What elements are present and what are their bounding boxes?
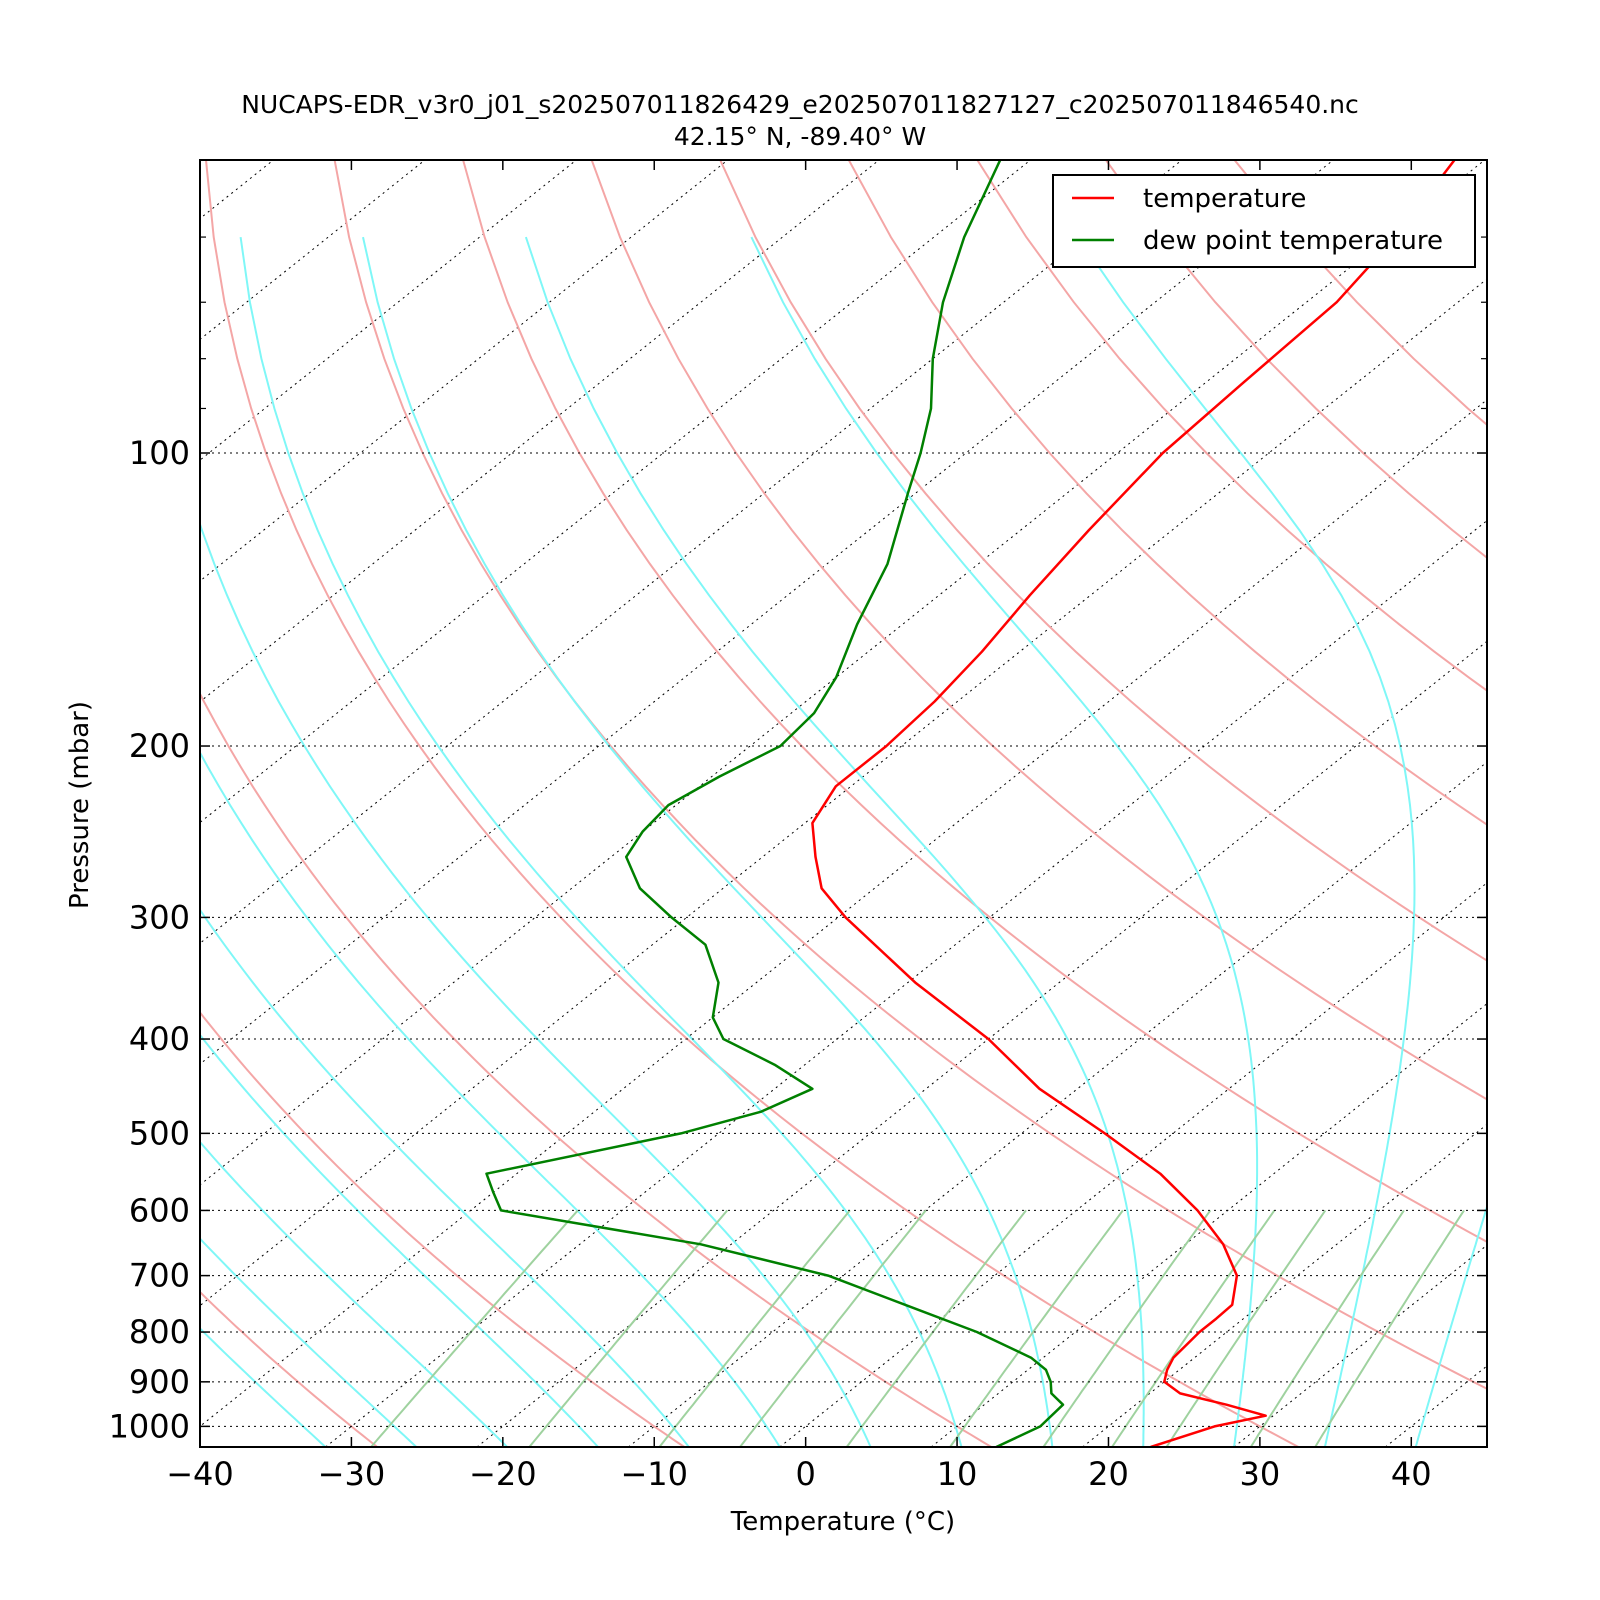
y-tick-label: 300 (129, 898, 190, 936)
moist-adiabat (1077, 236, 1416, 1447)
y-tick-label: 900 (129, 1363, 190, 1401)
mixing-ratio-line (658, 1209, 851, 1447)
moist-adiabat (200, 1327, 327, 1447)
moist-adiabat (524, 236, 1145, 1447)
moist-adiabat (200, 750, 781, 1447)
mixing-ratio-line (845, 1209, 1027, 1447)
legend-box (1052, 174, 1476, 268)
x-tick-label: 20 (1088, 1455, 1129, 1493)
moist-adiabat (750, 236, 1259, 1447)
x-tick-label: −20 (469, 1455, 537, 1493)
y-tick-label: 1000 (109, 1407, 190, 1445)
dry-adiabat (462, 160, 1487, 1243)
moist-adiabat (239, 236, 963, 1447)
moist-adiabat (200, 1140, 508, 1447)
isotherm-line (200, 160, 880, 703)
dry-adiabat (590, 160, 1487, 1101)
dry-adiabat (976, 160, 1487, 692)
moist-adiabat (200, 521, 872, 1447)
dry-adiabat (200, 1290, 378, 1447)
background-lines (200, 160, 1600, 1447)
mixing-ratio-line (528, 1209, 729, 1447)
isotherm-line (200, 160, 426, 341)
x-tick-label: −10 (620, 1455, 688, 1493)
mixing-ratio-line (949, 1209, 1124, 1447)
mixing-ratio-line (1042, 1209, 1212, 1447)
isotherm-line (325, 519, 1487, 1447)
dry-adiabat (200, 1010, 685, 1447)
x-tick-label: 10 (937, 1455, 978, 1493)
dry-adiabat (333, 160, 1487, 1390)
dry-adiabat (719, 160, 1487, 962)
axis-ticks: −40 −30 −20 −10 0 10 20 30 40 100 200 300 400 500 600 7… (109, 159, 1487, 1493)
legend-label-dew-point: dew point temperature (1143, 226, 1443, 256)
chart-title: NUCAPS-EDR_v3r0_j01_s202507011826429_e20… (241, 90, 1359, 119)
isotherm-line (930, 1003, 1487, 1447)
y-tick-label: 700 (129, 1257, 190, 1295)
moist-adiabat (1507, 237, 1600, 1447)
isotherm-line (200, 160, 1183, 944)
isotherm-line (200, 278, 1487, 1307)
isotherm-line (200, 399, 1487, 1427)
isotherm-line (779, 882, 1487, 1447)
moist-adiabat (200, 1033, 599, 1447)
dry-adiabat (847, 160, 1487, 826)
isotherm-line (1082, 1123, 1487, 1447)
mixing-ratio-line (1165, 1209, 1327, 1447)
dew-point-line (485, 160, 1065, 1447)
y-tick-label: 400 (129, 1020, 190, 1058)
mixing-ratio-line (1249, 1209, 1405, 1447)
y-tick-label: 500 (129, 1114, 190, 1152)
legend: temperature dew point temperature (1052, 174, 1476, 268)
chart-subtitle: 42.15° N, -89.40° W (673, 122, 927, 151)
isotherm-line (476, 640, 1487, 1447)
x-tick-label: 40 (1391, 1455, 1432, 1493)
x-tick-label: −40 (166, 1455, 234, 1493)
isotherm-line (1385, 1365, 1487, 1447)
y-tick-label: 200 (129, 727, 190, 765)
isotherm-line (1233, 1244, 1487, 1447)
moist-adiabat (200, 1237, 418, 1447)
moist-adiabat (200, 908, 690, 1447)
x-tick-label: 0 (795, 1455, 815, 1493)
moist-adiabat (362, 236, 1054, 1447)
mixing-ratio-line (1111, 1209, 1276, 1447)
moist-adiabat (1414, 1203, 1487, 1447)
mixing-ratio-line (1314, 1209, 1465, 1447)
plot-frame (199, 159, 1488, 1448)
data-lines (485, 160, 1456, 1447)
y-tick-label: 100 (129, 434, 190, 472)
legend-label-temperature: temperature (1143, 184, 1306, 214)
mixing-ratio-line (739, 1209, 927, 1447)
x-tick-label: 30 (1240, 1455, 1281, 1493)
y-tick-label: 800 (129, 1313, 190, 1351)
isotherm-line (628, 761, 1487, 1447)
mixing-ratio-line (370, 1209, 579, 1447)
y-tick-label: 600 (129, 1191, 190, 1229)
isotherm-line (200, 160, 274, 220)
isotherm-line (200, 160, 729, 582)
dry-adiabat (1233, 160, 1487, 427)
temperature-line (811, 160, 1456, 1447)
dry-adiabat (200, 691, 992, 1447)
x-axis-label: Temperature (°C) (730, 1507, 955, 1537)
x-tick-label: −30 (318, 1455, 386, 1493)
isotherm-line (1537, 160, 1600, 1447)
y-axis-label: Pressure (mbar) (65, 701, 95, 909)
